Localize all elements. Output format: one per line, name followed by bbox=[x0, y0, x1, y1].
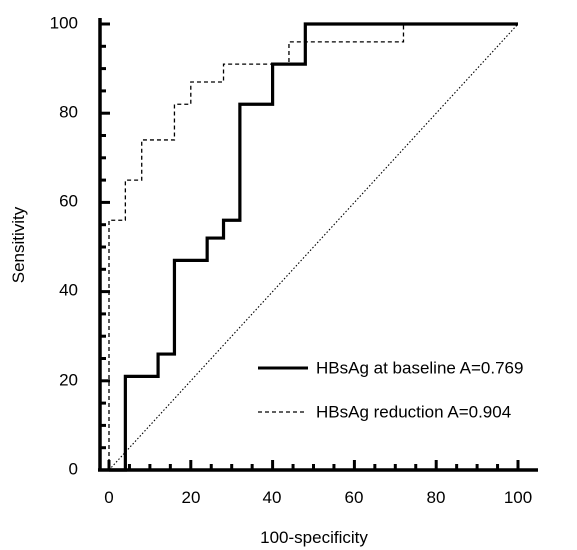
reference-diagonal-line bbox=[108, 23, 519, 471]
y-axis-title: Sensitivity bbox=[9, 206, 28, 283]
y-tick-label-20: 20 bbox=[59, 370, 78, 389]
y-tick-label-80: 80 bbox=[59, 102, 78, 121]
x-tick-label-40: 40 bbox=[263, 488, 282, 507]
axes bbox=[98, 18, 538, 472]
y-tick-label-40: 40 bbox=[59, 280, 78, 299]
y-tick-label-0: 0 bbox=[69, 459, 78, 478]
legend: HBsAg at baseline A=0.769 HBsAg reductio… bbox=[258, 358, 523, 421]
x-axis-title: 100-specificity bbox=[260, 528, 368, 547]
plot-lines bbox=[108, 22, 519, 472]
x-tick-label-0: 0 bbox=[104, 488, 113, 507]
series-reduction-line bbox=[108, 23, 518, 470]
x-tick-label-100: 100 bbox=[504, 488, 532, 507]
legend-label-reduction: HBsAg reduction A=0.904 bbox=[316, 402, 511, 421]
legend-label-baseline: HBsAg at baseline A=0.769 bbox=[316, 358, 523, 377]
x-tick-label-60: 60 bbox=[345, 488, 364, 507]
y-ticks bbox=[100, 22, 110, 472]
y-tick-label-100: 100 bbox=[50, 13, 78, 32]
y-tick-label-60: 60 bbox=[59, 191, 78, 210]
x-tick-label-20: 20 bbox=[182, 488, 201, 507]
x-ticks bbox=[107, 460, 520, 470]
x-tick-label-80: 80 bbox=[427, 488, 446, 507]
tick-labels: 0 20 40 60 80 100 0 20 40 60 80 100 bbox=[50, 13, 533, 507]
